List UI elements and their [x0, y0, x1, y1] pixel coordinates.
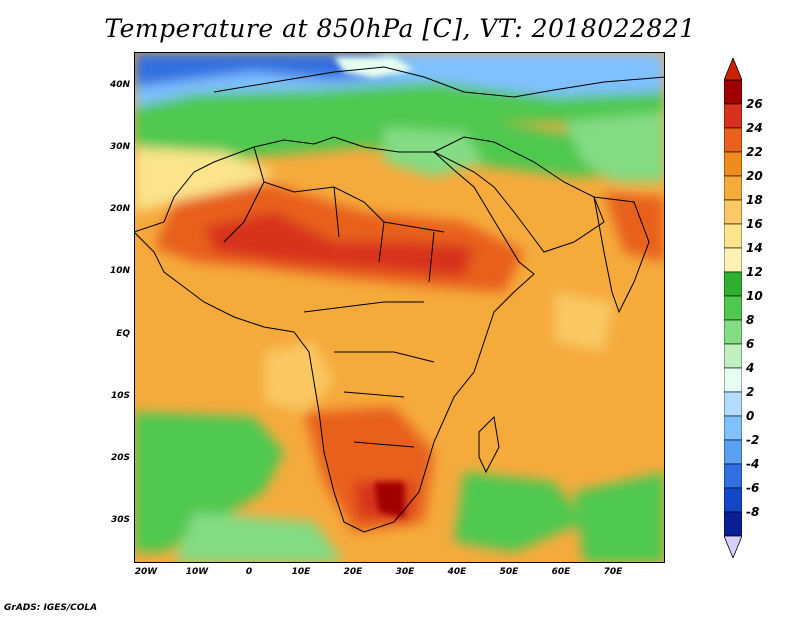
colorbar-label: 14	[746, 241, 763, 255]
colorbar-swatch	[724, 175, 742, 201]
map-title: Temperature at 850hPa [C], VT: 201802282…	[104, 14, 696, 43]
colorbar-top-arrow	[724, 58, 742, 81]
colorbar-label: 6	[746, 337, 755, 351]
field-sahel-hotter	[204, 212, 474, 277]
colorbar-label: 24	[746, 121, 763, 135]
colorbar-swatch	[724, 79, 742, 105]
colorbar-label: 12	[746, 265, 763, 279]
country-borders	[223, 181, 435, 448]
colorbar-swatch	[724, 391, 742, 417]
colorbar-swatch	[724, 271, 742, 297]
coastlines	[134, 66, 665, 533]
colorbar-swatch	[724, 343, 742, 369]
grads-credit: GrADS: IGES/COLA	[4, 603, 98, 613]
lat-label-40n: 40N	[109, 80, 130, 90]
colorbar-label: 16	[746, 217, 763, 231]
colorbar-label: -2	[746, 433, 760, 447]
field-arabian-sea-yellow	[554, 292, 614, 352]
colorbar-label: 2	[746, 385, 755, 399]
field-kalahari-peak	[374, 482, 404, 517]
colorbar-swatch	[724, 151, 742, 177]
colorbar-swatches	[724, 79, 742, 537]
colorbar-label: 4	[746, 361, 755, 375]
lat-label-10s: 10S	[110, 391, 130, 401]
colorbar-swatch	[724, 463, 742, 489]
lat-label-eq: EQ	[116, 329, 130, 339]
field-india-hot	[604, 192, 665, 262]
field-north-deepblue	[134, 52, 394, 87]
field-iran-green	[564, 112, 665, 182]
lon-label-20e: 20E	[343, 567, 363, 577]
colorbar-swatch	[724, 199, 742, 225]
india-coastline	[593, 196, 650, 314]
colorbar-swatch	[724, 367, 742, 393]
lat-label-30s: 30S	[110, 515, 130, 525]
colorbar-label: -8	[746, 505, 760, 519]
colorbar-label: 10	[746, 289, 763, 303]
temperature-map	[134, 52, 665, 563]
colorbar-swatch	[724, 247, 742, 273]
colorbar-swatch	[724, 415, 742, 441]
colorbar	[724, 58, 742, 558]
lat-label-30n: 30N	[109, 142, 130, 152]
field-south-atlantic-green	[134, 412, 284, 552]
lon-label-60e: 60E	[551, 567, 571, 577]
lon-label-10w: 10W	[185, 567, 209, 577]
europe-coastline	[213, 66, 665, 98]
colorbar-swatch	[724, 319, 742, 345]
field-indian-ocean-green	[454, 472, 584, 552]
lon-label-0: 0	[245, 567, 253, 577]
colorbar-label: 22	[746, 145, 763, 159]
lon-label-30e: 30E	[395, 567, 415, 577]
lat-label-20n: 20N	[109, 204, 130, 214]
colorbar-label: -6	[746, 481, 760, 495]
lon-label-50e: 50E	[499, 567, 519, 577]
lat-label-20s: 20S	[110, 453, 130, 463]
lon-label-40e: 40E	[447, 567, 467, 577]
colorbar-bottom-arrow	[724, 535, 742, 558]
sahara-borders	[253, 146, 445, 233]
map-frame	[134, 52, 665, 563]
colorbar-label: 0	[746, 409, 755, 423]
colorbar-label: 8	[746, 313, 755, 327]
colorbar-label: -4	[746, 457, 760, 471]
colorbar-swatch	[724, 223, 742, 249]
arabia-coastline	[432, 136, 605, 253]
colorbar-swatch	[724, 103, 742, 129]
africa-coastline	[134, 136, 535, 533]
colorbar-label: 20	[746, 169, 763, 183]
madagascar-coastline	[478, 415, 500, 474]
colorbar-swatch	[724, 439, 742, 465]
colorbar-swatch	[724, 295, 742, 321]
lon-label-70e: 70E	[603, 567, 623, 577]
lat-label-10n: 10N	[109, 266, 130, 276]
colorbar-label: 26	[746, 97, 763, 111]
field-cape-green	[174, 512, 344, 563]
colorbar-swatch	[724, 511, 742, 537]
field-indian-ocean-se-green	[574, 472, 665, 563]
lon-label-20w: 20W	[134, 567, 158, 577]
lon-label-10e: 10E	[291, 567, 311, 577]
map-canvas	[134, 52, 665, 563]
colorbar-label: 18	[746, 193, 763, 207]
colorbar-swatch	[724, 487, 742, 513]
colorbar-swatch	[724, 127, 742, 153]
